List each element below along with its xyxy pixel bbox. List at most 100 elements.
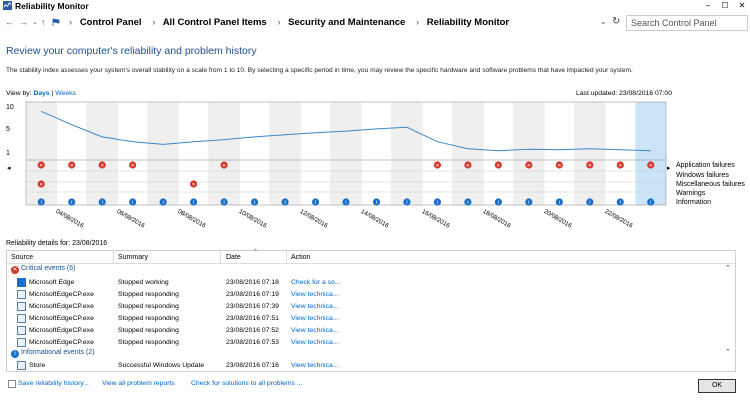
view-days-link[interactable]: Days <box>33 90 50 97</box>
back-arrow-icon[interactable]: ← <box>5 17 14 27</box>
app-file-icon <box>17 290 26 299</box>
informational-events-group[interactable]: i Informational events (2) <box>11 349 95 358</box>
app-file-icon <box>17 338 26 347</box>
table-row[interactable]: MicrosoftEdgeCP.exe Stopped responding 23/… <box>7 313 717 325</box>
application-failure-icon-glyph: ✕ <box>618 163 622 169</box>
collapse-info-icon[interactable]: ⌃ <box>725 349 731 356</box>
misc-failure-icon <box>190 180 198 188</box>
row-action-link[interactable]: View technica... <box>291 339 339 346</box>
ok-button[interactable]: OK <box>698 379 736 393</box>
row-summary: Stopped working <box>118 279 169 286</box>
row-source: MicrosoftEdgeCP.exe <box>29 303 94 310</box>
application-failure-icon-glyph: ✕ <box>100 163 104 169</box>
application-failure-icon <box>586 161 594 169</box>
breadcrumb-control-panel[interactable]: Control Panel <box>79 17 142 28</box>
scroll-right-icon[interactable]: ▸ <box>667 165 671 172</box>
scroll-left-icon[interactable]: ◂ <box>7 165 11 172</box>
refresh-icon[interactable]: ↻ <box>612 16 621 27</box>
critical-group-label: Critical events (6) <box>21 265 76 272</box>
information-icon <box>190 198 198 206</box>
windows-failure-icon-glyph: ✕ <box>39 182 43 188</box>
column-divider <box>286 251 287 264</box>
table-row[interactable]: MicrosoftEdgeCP.exe Stopped responding 23/… <box>7 289 717 301</box>
y-tick-label: 5 <box>6 126 10 133</box>
row-action-link[interactable]: View technica... <box>291 327 339 334</box>
table-row[interactable]: MicrosoftEdgeCP.exe Stopped responding 23/… <box>7 325 717 337</box>
table-row[interactable]: MicrosoftEdgeCP.exe Stopped responding 23/… <box>7 301 717 313</box>
critical-events-group[interactable]: ✕ Critical events (6) <box>11 265 75 274</box>
chart-day-column <box>422 102 453 205</box>
chart-day-column <box>117 102 148 205</box>
collapse-critical-icon[interactable]: ⌃ <box>725 265 731 272</box>
table-row[interactable]: MicrosoftEdgeCP.exe Stopped responding 23/… <box>7 337 717 349</box>
details-title: Reliability details for: 23/08/2016 <box>6 240 108 247</box>
col-summary[interactable]: Summary <box>118 254 148 261</box>
forward-arrow-icon[interactable]: → <box>19 17 28 27</box>
app-file-icon <box>17 314 26 323</box>
information-icon-glyph: i <box>620 200 621 206</box>
table-header: Source Summary Date ^ Action <box>7 249 735 264</box>
application-failure-icon <box>464 161 472 169</box>
view-all-reports-link[interactable]: View all problem reports <box>102 380 175 387</box>
information-icon-glyph: i <box>345 200 346 206</box>
breadcrumb-separator-icon[interactable]: › <box>415 17 420 28</box>
information-icon-glyph: i <box>41 200 42 206</box>
row-action-link[interactable]: View technica... <box>291 362 339 369</box>
table-row[interactable]: Microsoft Edge Stopped working 23/08/2016 … <box>7 277 717 289</box>
page-title: Review your computer's reliability and p… <box>6 45 257 57</box>
breadcrumb-reliability-monitor[interactable]: Reliability Monitor <box>426 17 510 28</box>
chart-day-column <box>239 102 270 205</box>
stability-chart[interactable]: ✕ ✕ ✕ ✕ ✕ ✕ ✕ ✕ ✕ ✕ ✕ ✕ ✕ ✕ ✕ i i i i i i i i i i i i i i i i i i i i i 10 … <box>4 100 674 234</box>
maximize-button[interactable]: ☐ <box>721 1 729 10</box>
chart-day-column <box>635 102 666 205</box>
information-icon <box>403 198 411 206</box>
col-action[interactable]: Action <box>291 254 311 261</box>
row-action-link[interactable]: View technica... <box>291 291 339 298</box>
information-icon-glyph: i <box>284 200 285 206</box>
close-button[interactable]: ✕ <box>738 1 746 10</box>
information-icon-glyph: i <box>193 200 194 206</box>
information-icon-glyph: i <box>559 200 560 206</box>
address-dropdown-icon[interactable]: ⌄ <box>600 17 607 26</box>
row-action-link[interactable]: Check for a so... <box>291 279 341 286</box>
chart-date-label: 06/08/2016 <box>115 208 147 230</box>
application-failure-icon-glyph: ✕ <box>435 163 439 169</box>
information-icon <box>647 198 655 206</box>
chart-day-column <box>208 102 240 205</box>
chart-date-label: 10/08/2016 <box>237 208 269 230</box>
information-icon <box>281 198 289 206</box>
breadcrumb-security-maintenance[interactable]: Security and Maintenance <box>288 17 406 28</box>
recent-chevron-icon[interactable]: ⌄ <box>32 19 38 26</box>
information-icon <box>220 198 228 206</box>
chart-day-column <box>483 102 514 205</box>
row-source: MicrosoftEdgeCP.exe <box>29 291 94 298</box>
row-action-link[interactable]: View technica... <box>291 315 339 322</box>
information-icon: i <box>11 350 19 358</box>
information-icon <box>555 198 563 206</box>
edge-app-icon <box>17 278 26 287</box>
chart-date-label: 22/08/2016 <box>603 208 634 230</box>
view-weeks-link[interactable]: Weeks <box>55 90 76 97</box>
application-failure-icon <box>37 161 45 169</box>
information-icon-glyph: i <box>223 200 224 206</box>
breadcrumb-separator-icon[interactable]: › <box>69 17 73 28</box>
sort-ascending-icon: ^ <box>254 249 257 255</box>
information-icon <box>311 198 320 206</box>
row-date: 23/08/2016 07:19 <box>226 291 279 298</box>
information-icon-glyph: i <box>650 200 651 206</box>
chart-day-column <box>300 102 331 205</box>
row-action-link[interactable]: View technica... <box>291 303 339 310</box>
breadcrumb-separator-icon[interactable]: › <box>152 17 156 28</box>
breadcrumb-all-items[interactable]: All Control Panel Items <box>162 17 267 28</box>
table-row[interactable]: Store Successful Windows Update 23/08/2016… <box>7 360 717 372</box>
col-source[interactable]: Source <box>11 254 34 261</box>
col-date[interactable]: Date <box>226 254 241 261</box>
search-input[interactable]: Search Control Panel <box>626 15 748 31</box>
up-arrow-icon[interactable]: ↑ <box>41 17 46 27</box>
reliability-monitor-icon <box>3 1 12 10</box>
save-history-link[interactable]: Save reliability history... <box>18 380 89 387</box>
minimize-button[interactable]: – <box>705 1 711 10</box>
check-solutions-link[interactable]: Check for solutions to all problems ... <box>191 380 303 387</box>
control-panel-flag-icon <box>52 18 60 26</box>
breadcrumb-separator-icon[interactable]: › <box>277 17 281 28</box>
